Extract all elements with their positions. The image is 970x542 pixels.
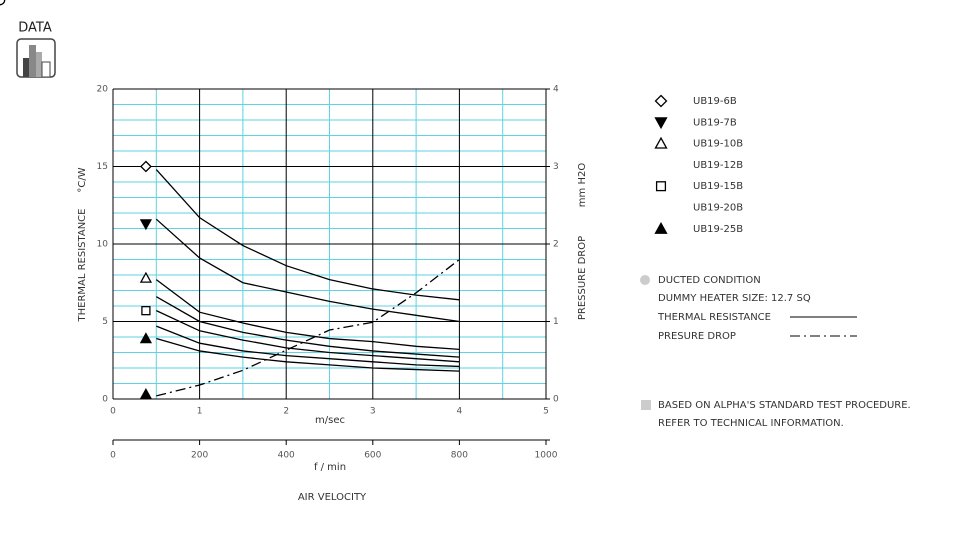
x-tick-label: 1 bbox=[197, 407, 203, 417]
x-axis-label: m/sec bbox=[315, 415, 345, 426]
series-marker bbox=[139, 332, 153, 344]
series-line bbox=[155, 296, 460, 358]
y2-axis-unit: mm H2O bbox=[577, 163, 588, 208]
x2-tick-label: 600 bbox=[364, 451, 381, 461]
legend-marker bbox=[654, 221, 668, 234]
series-marker bbox=[139, 160, 152, 173]
legend-label: UB19-25B bbox=[693, 224, 743, 235]
legend-label: UB19-15B bbox=[693, 181, 743, 192]
note-refer: REFER TO TECHNICAL INFORMATION. bbox=[658, 418, 844, 429]
legend-marker bbox=[654, 94, 668, 108]
series-line bbox=[155, 169, 460, 301]
series-line bbox=[156, 325, 460, 368]
y-tick-label: 20 bbox=[97, 85, 109, 95]
y2-tick-label: 4 bbox=[553, 85, 559, 95]
series-marker bbox=[139, 388, 153, 400]
x2-tick-label: 0 bbox=[110, 451, 116, 461]
legend-label: UB19-12B bbox=[693, 160, 743, 171]
legend-label: PRESURE DROP bbox=[658, 331, 736, 342]
x-tick-label: 3 bbox=[370, 407, 376, 417]
note-bullet bbox=[640, 275, 650, 285]
series-line bbox=[156, 337, 460, 372]
x2-tick-label: 200 bbox=[191, 451, 208, 461]
series-marker bbox=[139, 219, 153, 231]
header-title: DATA bbox=[18, 21, 52, 36]
y2-tick-label: 1 bbox=[553, 317, 559, 327]
note-thermal-key: THERMAL RESISTANCE bbox=[657, 312, 771, 323]
series-marker bbox=[139, 271, 153, 283]
x2-tick-label: 400 bbox=[278, 451, 295, 461]
legend-label: UB19-20B bbox=[693, 203, 743, 214]
note-basis: BASED ON ALPHA'S STANDARD TEST PROCEDURE… bbox=[658, 400, 911, 411]
y2-tick-label: 2 bbox=[553, 240, 559, 250]
y-tick-label: 15 bbox=[97, 162, 108, 172]
y-tick-label: 0 bbox=[102, 395, 108, 405]
legend-label: UB19-10B bbox=[693, 139, 743, 150]
y-axis-label: THERMAL RESISTANCE bbox=[77, 209, 88, 323]
x-tick-label: 2 bbox=[283, 407, 289, 417]
legend-marker bbox=[654, 117, 668, 130]
axis-title: AIR VELOCITY bbox=[298, 492, 367, 503]
legend-marker bbox=[0, 0, 6, 6]
y-axis-unit: °C/W bbox=[77, 167, 88, 192]
x-tick-label: 4 bbox=[457, 407, 463, 417]
y2-axis-label: PRESSURE DROP bbox=[577, 236, 588, 320]
y-tick-label: 5 bbox=[102, 317, 108, 327]
series-marker bbox=[141, 305, 151, 316]
x-tick-label: 5 bbox=[543, 407, 549, 417]
series-line bbox=[156, 258, 460, 397]
note-condition: DUCTED CONDITION bbox=[658, 275, 761, 286]
series-line bbox=[155, 218, 460, 323]
series-line bbox=[156, 310, 460, 363]
legend-label: UB19-6B bbox=[693, 96, 737, 107]
x2-tick-label: 800 bbox=[451, 451, 468, 461]
legend-marker bbox=[655, 181, 667, 192]
x2-axis-label: f / min bbox=[314, 462, 346, 473]
note-heater: DUMMY HEATER SIZE: 12.7 SQ bbox=[658, 293, 811, 304]
legend-label: UB19-7B bbox=[693, 117, 737, 128]
y-tick-label: 10 bbox=[97, 240, 109, 250]
note-bullet bbox=[641, 400, 651, 410]
y2-tick-label: 3 bbox=[553, 162, 559, 172]
x-tick-label: 0 bbox=[110, 407, 116, 417]
y2-tick-label: 0 bbox=[553, 395, 559, 405]
x2-tick-label: 1000 bbox=[535, 451, 558, 461]
data-icon bbox=[16, 38, 56, 78]
legend-marker bbox=[654, 136, 668, 149]
series-line bbox=[155, 279, 460, 351]
